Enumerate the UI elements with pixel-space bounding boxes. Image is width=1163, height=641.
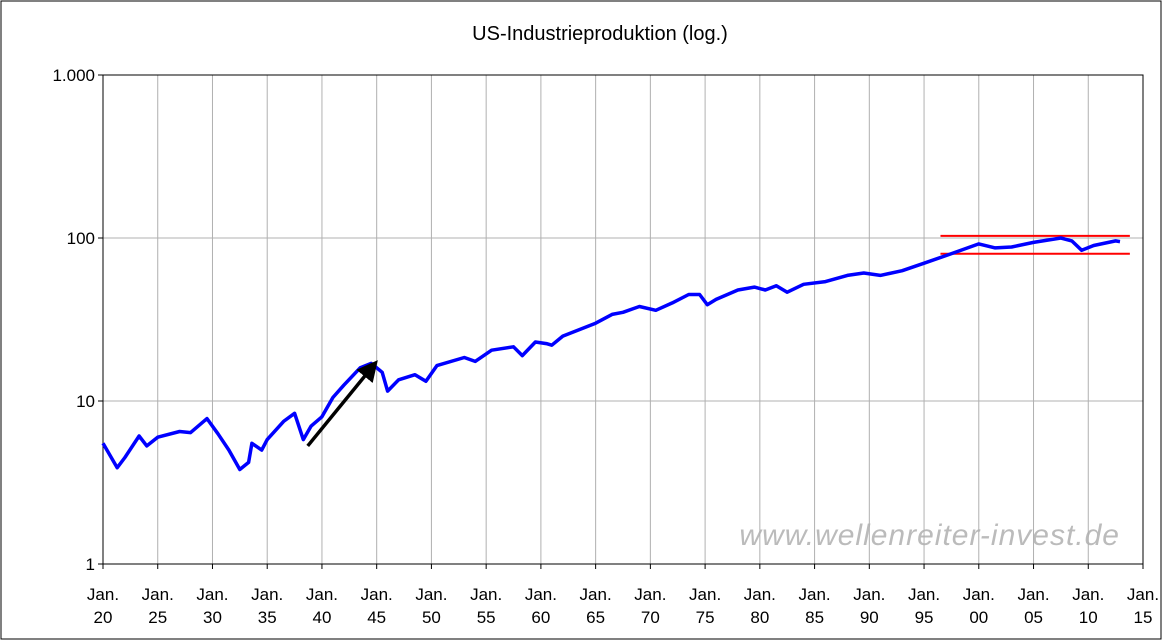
x-tick-label: Jan. 95 xyxy=(908,585,940,627)
x-tick-label: Jan. 80 xyxy=(744,585,776,627)
x-tick-label: Jan. 30 xyxy=(196,585,228,627)
x-tick-label: Jan. 15 xyxy=(1127,585,1159,627)
x-tick-label: Jan. 60 xyxy=(525,585,557,627)
x-tick-label: Jan. 55 xyxy=(470,585,502,627)
y-tick-label: 1 xyxy=(86,555,95,574)
x-tick-label: Jan. 70 xyxy=(634,585,666,627)
x-tick-label: Jan. 05 xyxy=(1017,585,1049,627)
x-tick-label: Jan. 10 xyxy=(1072,585,1104,627)
x-tick-label: Jan. 25 xyxy=(142,585,174,627)
plot-area xyxy=(102,74,1144,565)
x-tick-label: Jan. 40 xyxy=(306,585,338,627)
chart-title: US-Industrieproduktion (log.) xyxy=(472,23,728,45)
x-tick-label: Jan. 35 xyxy=(251,585,283,627)
x-tick-label: Jan. 65 xyxy=(580,585,612,627)
x-tick-label: Jan. 20 xyxy=(87,585,119,627)
y-tick-label: 1.000 xyxy=(52,66,95,85)
x-tick-label: Jan. 90 xyxy=(853,585,885,627)
data-line xyxy=(101,236,1121,472)
arrow xyxy=(306,360,378,448)
y-tick-label: 10 xyxy=(76,392,95,411)
x-tick-label: Jan. 45 xyxy=(361,585,393,627)
y-tick-label: 100 xyxy=(67,229,95,248)
watermark: www.wellenreiter-invest.de xyxy=(739,519,1120,552)
x-tick-label: Jan. 00 xyxy=(963,585,995,627)
x-tick-label: Jan. 85 xyxy=(799,585,831,627)
x-tick-label: Jan. 50 xyxy=(415,585,447,627)
x-tick-label: Jan. 75 xyxy=(689,585,721,627)
